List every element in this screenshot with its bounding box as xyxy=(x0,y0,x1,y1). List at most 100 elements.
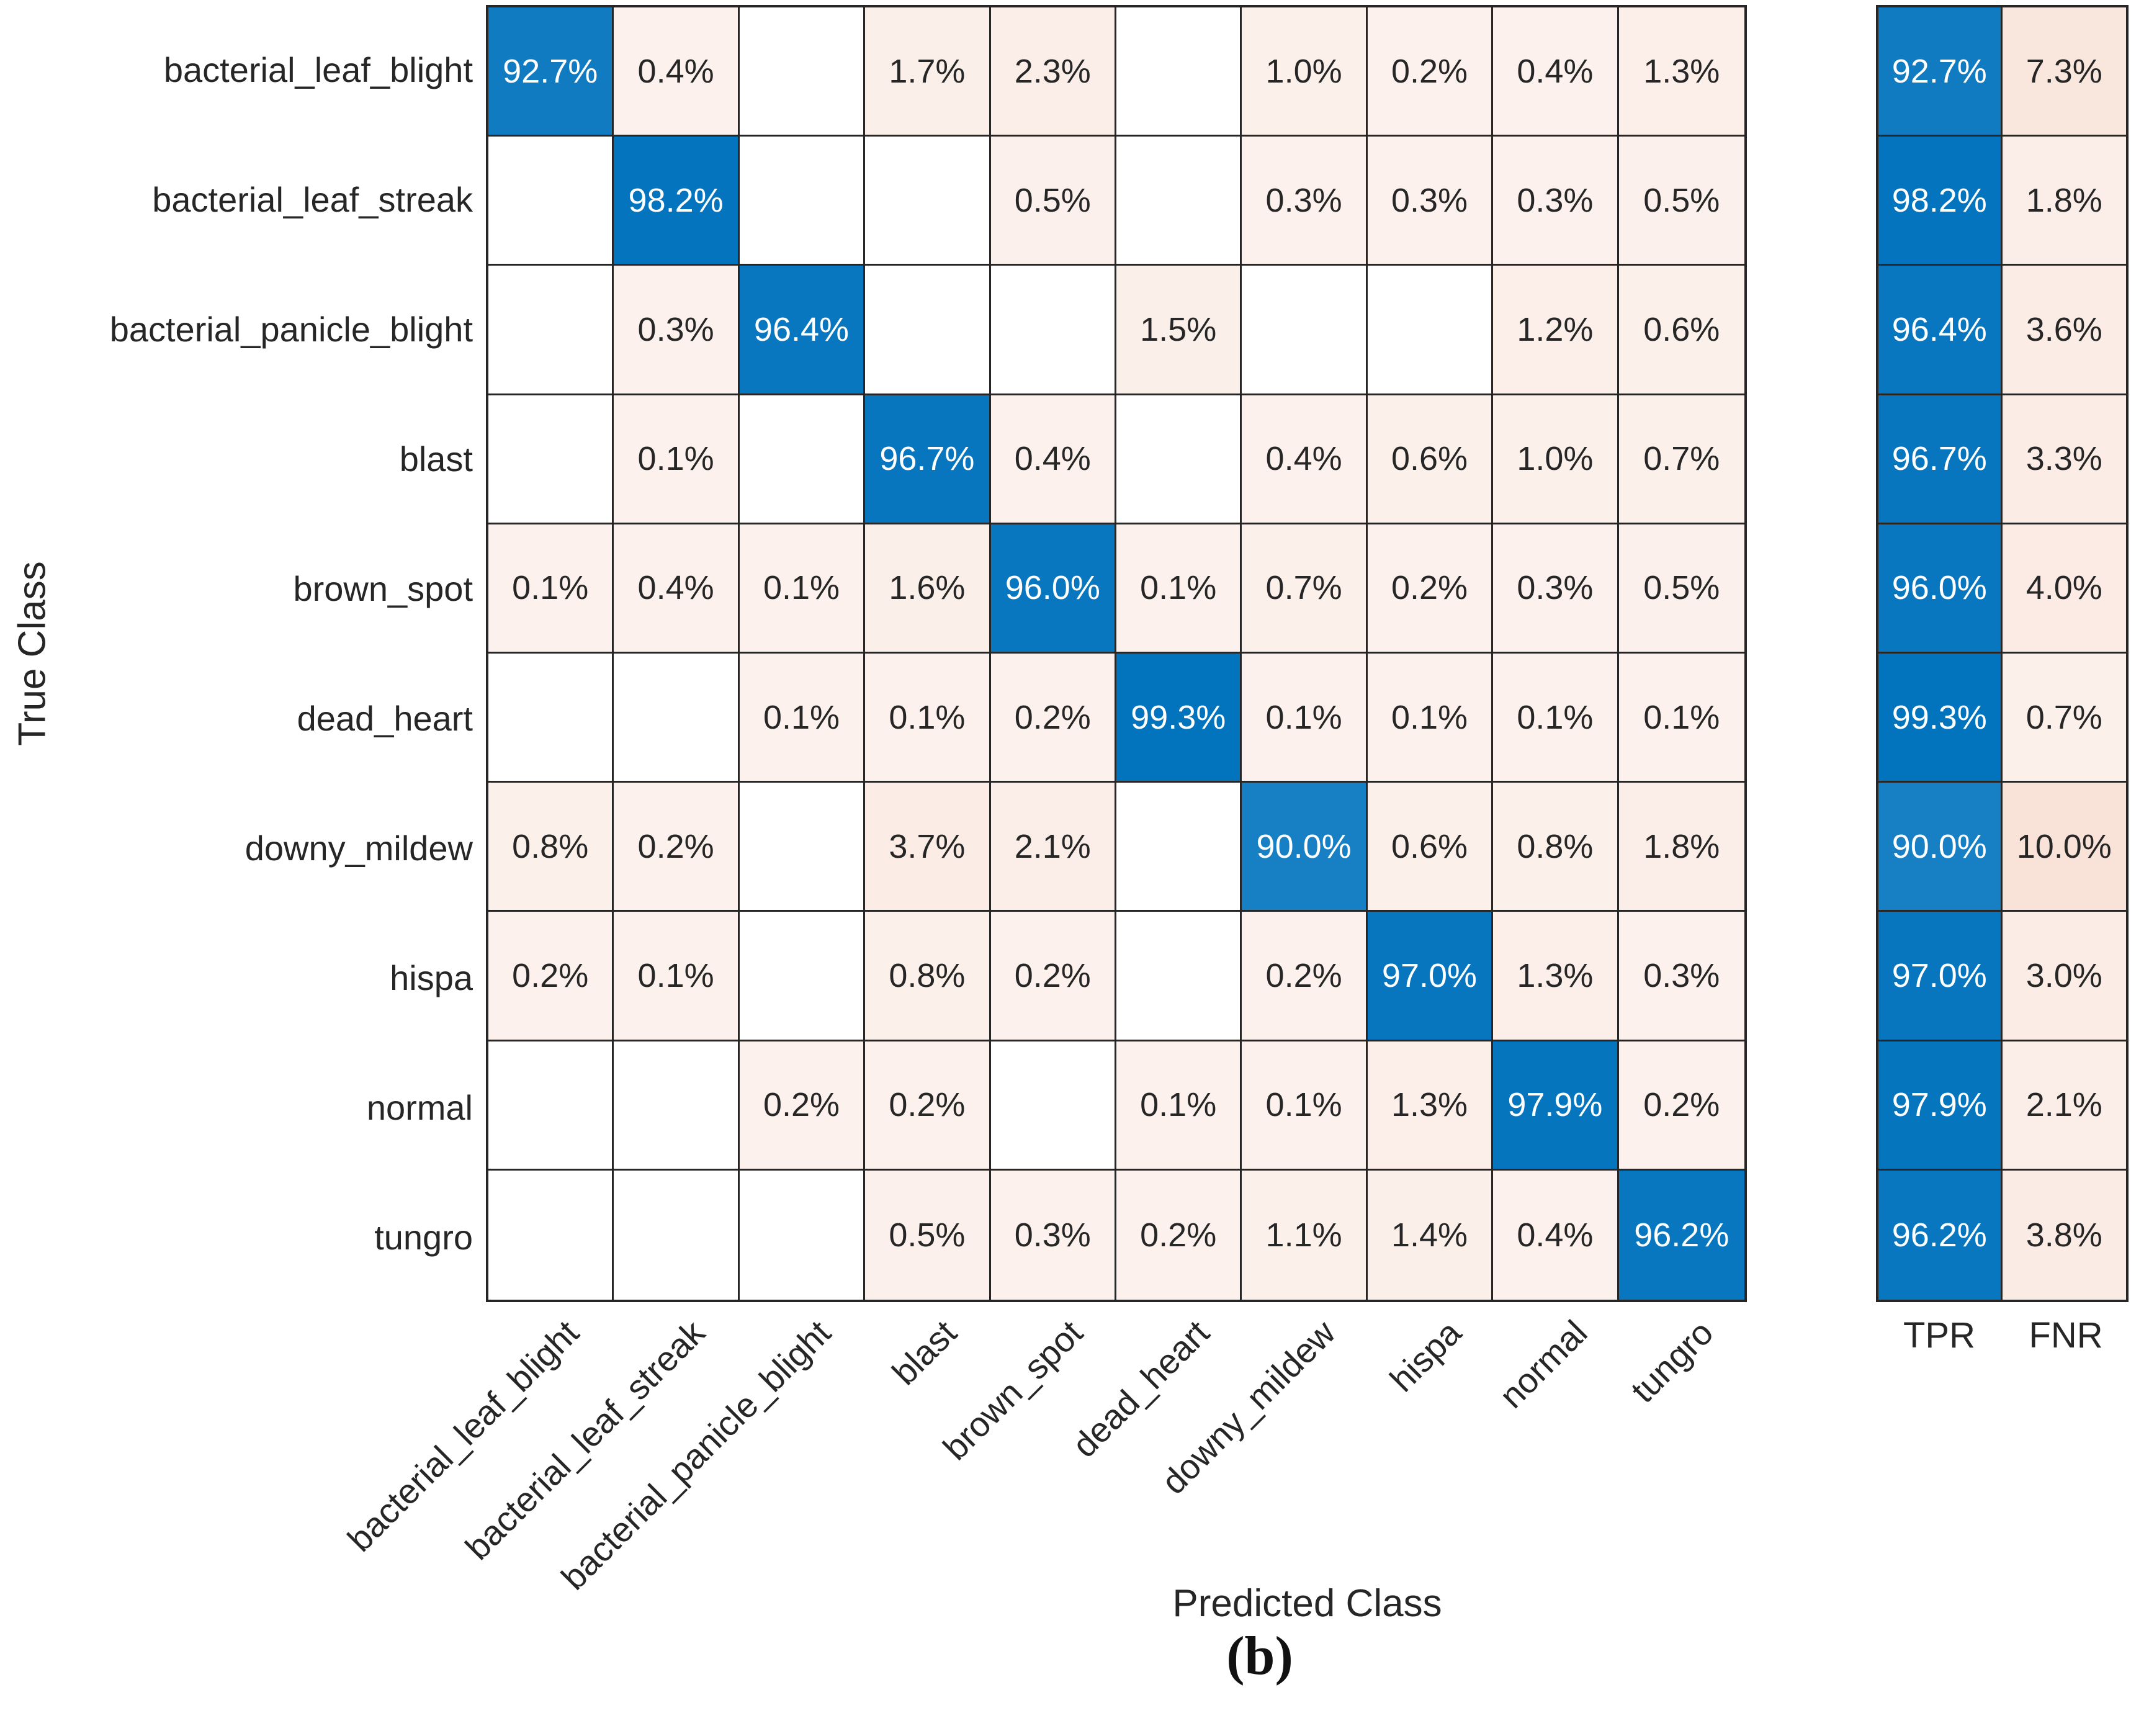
y-axis-tick-label: normal xyxy=(366,1088,473,1127)
matrix-cell xyxy=(488,1170,614,1300)
matrix-cell xyxy=(1116,137,1242,266)
matrix-cell: 1.3% xyxy=(1367,1041,1494,1171)
matrix-cell: 0.2% xyxy=(1618,1041,1744,1171)
tpr-cell: 99.3% xyxy=(1878,653,2003,783)
matrix-cell: 0.6% xyxy=(1618,266,1744,395)
matrix-cell: 0.6% xyxy=(1367,783,1494,912)
matrix-cell-diagonal: 96.7% xyxy=(865,395,991,524)
matrix-cell: 0.1% xyxy=(488,524,614,654)
matrix-cell-diagonal: 96.4% xyxy=(739,266,866,395)
y-axis-tick-label: bacterial_leaf_blight xyxy=(163,50,473,89)
matrix-cell: 0.4% xyxy=(614,524,740,654)
matrix-cell: 0.4% xyxy=(614,7,740,137)
y-axis-tick-label: bacterial_leaf_streak xyxy=(152,180,473,219)
matrix-cell: 0.5% xyxy=(990,137,1116,266)
matrix-cell: 1.2% xyxy=(1493,266,1619,395)
summary-col-header-fnr: FNR xyxy=(2029,1315,2103,1356)
tpr-cell: 96.4% xyxy=(1878,266,2003,395)
fnr-cell: 7.3% xyxy=(2002,7,2126,137)
matrix-cell: 0.8% xyxy=(1493,783,1619,912)
matrix-cell: 0.1% xyxy=(1493,653,1619,783)
matrix-cell: 0.2% xyxy=(1367,524,1494,654)
matrix-cell xyxy=(488,395,614,524)
tpr-cell: 96.2% xyxy=(1878,1170,2003,1300)
matrix-cell: 0.1% xyxy=(1618,653,1744,783)
figure-caption: (b) xyxy=(1226,1626,1293,1686)
matrix-cell: 0.1% xyxy=(1116,524,1242,654)
y-axis-tick-label: downy_mildew xyxy=(245,829,473,868)
matrix-cell xyxy=(1116,912,1242,1041)
y-axis-tick-label: dead_heart xyxy=(297,699,473,738)
matrix-cell: 0.2% xyxy=(614,783,740,912)
matrix-cell: 0.5% xyxy=(1618,524,1744,654)
matrix-cell xyxy=(614,1041,740,1171)
matrix-cell-diagonal: 92.7% xyxy=(488,7,614,137)
matrix-cell: 0.5% xyxy=(1618,137,1744,266)
matrix-cell: 1.7% xyxy=(865,7,991,137)
matrix-cell-diagonal: 99.3% xyxy=(1116,653,1242,783)
matrix-cell-diagonal: 97.0% xyxy=(1367,912,1494,1041)
fnr-cell: 1.8% xyxy=(2002,137,2126,266)
matrix-cell xyxy=(488,1041,614,1171)
matrix-cell: 0.4% xyxy=(1493,1170,1619,1300)
matrix-cell: 0.2% xyxy=(1116,1170,1242,1300)
matrix-cell xyxy=(865,137,991,266)
matrix-cell: 0.3% xyxy=(1493,524,1619,654)
matrix-cell: 0.5% xyxy=(865,1170,991,1300)
matrix-cell: 0.3% xyxy=(1242,137,1368,266)
matrix-cell: 0.3% xyxy=(614,266,740,395)
matrix-cell: 0.1% xyxy=(614,912,740,1041)
y-axis-tick-label: brown_spot xyxy=(293,569,473,608)
matrix-cell-diagonal: 90.0% xyxy=(1242,783,1368,912)
matrix-cell xyxy=(739,1170,866,1300)
matrix-cell: 0.1% xyxy=(739,653,866,783)
matrix-cell: 0.2% xyxy=(1367,7,1494,137)
matrix-cell xyxy=(739,7,866,137)
summary-col-header-tpr: TPR xyxy=(1903,1315,1975,1356)
matrix-cell: 0.2% xyxy=(739,1041,866,1171)
matrix-cell xyxy=(739,395,866,524)
matrix-cell: 1.1% xyxy=(1242,1170,1368,1300)
matrix-cell: 0.7% xyxy=(1242,524,1368,654)
matrix-cell: 3.7% xyxy=(865,783,991,912)
matrix-cell xyxy=(1116,7,1242,137)
matrix-cell: 0.7% xyxy=(1618,395,1744,524)
matrix-cell: 1.3% xyxy=(1493,912,1619,1041)
matrix-cell xyxy=(1367,266,1494,395)
matrix-cell: 0.1% xyxy=(1116,1041,1242,1171)
matrix-cell: 0.4% xyxy=(1242,395,1368,524)
matrix-cell: 1.3% xyxy=(1618,7,1744,137)
tpr-cell: 96.7% xyxy=(1878,395,2003,524)
fnr-cell: 10.0% xyxy=(2002,783,2126,912)
matrix-cell: 1.0% xyxy=(1493,395,1619,524)
matrix-cell: 0.3% xyxy=(990,1170,1116,1300)
matrix-cell xyxy=(614,1170,740,1300)
fnr-cell: 4.0% xyxy=(2002,524,2126,654)
matrix-cell: 0.6% xyxy=(1367,395,1494,524)
matrix-cell xyxy=(1116,783,1242,912)
matrix-cell: 1.6% xyxy=(865,524,991,654)
matrix-cell xyxy=(488,137,614,266)
tpr-cell: 92.7% xyxy=(1878,7,2003,137)
tpr-cell: 97.0% xyxy=(1878,912,2003,1041)
matrix-cell: 0.3% xyxy=(1618,912,1744,1041)
matrix-cell-diagonal: 96.2% xyxy=(1618,1170,1744,1300)
fnr-cell: 3.0% xyxy=(2002,912,2126,1041)
matrix-cell: 2.3% xyxy=(990,7,1116,137)
matrix-cell: 0.1% xyxy=(865,653,991,783)
matrix-cell xyxy=(488,653,614,783)
tpr-fnr-summary-grid: 92.7% 7.3% 98.2% 1.8% 96.4% 3.6% 96.7% 3.3% 96.0… xyxy=(1876,5,2129,1302)
matrix-cell: 0.1% xyxy=(1242,653,1368,783)
matrix-cell: 0.1% xyxy=(1367,653,1494,783)
tpr-cell: 96.0% xyxy=(1878,524,2003,654)
matrix-cell: 0.3% xyxy=(1367,137,1494,266)
fnr-cell: 0.7% xyxy=(2002,653,2126,783)
matrix-cell: 0.1% xyxy=(739,524,866,654)
x-axis-title: Predicted Class xyxy=(1172,1582,1442,1625)
y-axis-tick-label: tungro xyxy=(374,1218,473,1257)
fnr-cell: 3.6% xyxy=(2002,266,2126,395)
matrix-cell: 0.8% xyxy=(865,912,991,1041)
matrix-cell: 0.1% xyxy=(1242,1041,1368,1171)
matrix-cell: 1.5% xyxy=(1116,266,1242,395)
